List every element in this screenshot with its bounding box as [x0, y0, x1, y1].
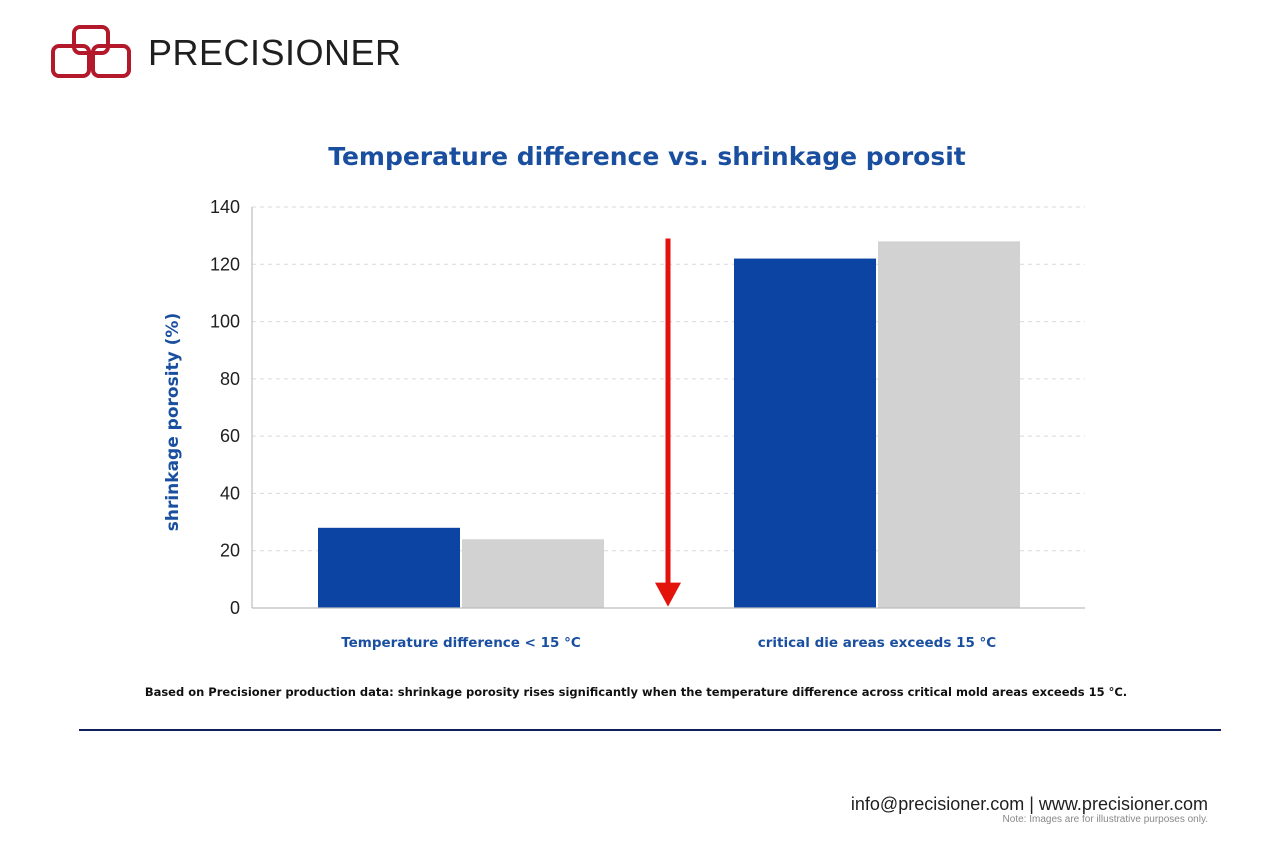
- divider: [79, 729, 1221, 731]
- y-tick-label-140: 140: [210, 197, 240, 217]
- y-tick-label-120: 120: [210, 254, 240, 274]
- chart-title: Temperature difference vs. shrinkage por…: [328, 142, 966, 171]
- bar-1-series-1: [318, 527, 460, 608]
- logo-mark-icon: [51, 25, 131, 78]
- disclaimer-note: Note: Images are for illustrative purpos…: [1002, 814, 1208, 825]
- bar-1-series-2: [462, 539, 604, 608]
- y-tick-label-20: 20: [220, 541, 240, 561]
- y-tick-label-0: 0: [230, 598, 240, 618]
- x-category-label-2: critical die areas exceeds 15 °C: [758, 635, 997, 651]
- bar-2-series-1: [734, 258, 876, 608]
- y-tick-label-40: 40: [220, 483, 240, 503]
- y-tick-label-100: 100: [210, 312, 240, 332]
- y-axis-label: shrinkage porosity (%): [163, 313, 183, 532]
- x-category-label-1: Temperature difference < 15 °C: [341, 635, 581, 651]
- contact-info: info@precisioner.com | www.precisioner.c…: [850, 794, 1208, 814]
- annotation-arrow-head: [655, 582, 681, 607]
- brand-name: PRECISIONER: [148, 32, 402, 73]
- bar-2-series-2: [878, 241, 1020, 608]
- brand-logo: PRECISIONER: [50, 24, 402, 82]
- y-tick-label-60: 60: [220, 426, 240, 446]
- y-tick-label-80: 80: [220, 369, 240, 389]
- footnote: Based on Precisioner production data: sh…: [145, 685, 1127, 699]
